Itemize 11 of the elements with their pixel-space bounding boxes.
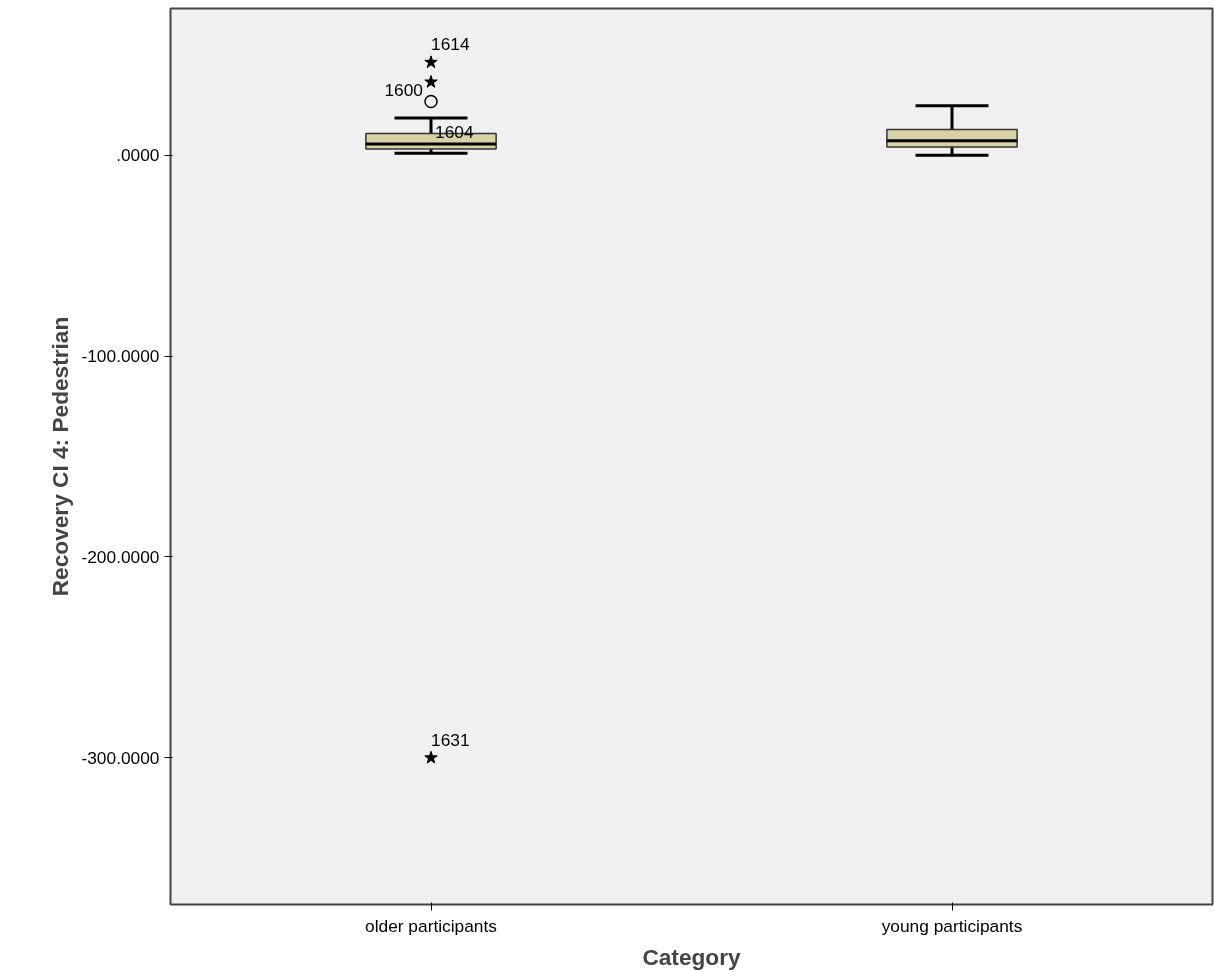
x-tick-label: older participants — [365, 915, 498, 936]
y-tick-label: -300.0000 — [81, 747, 160, 768]
x-tick-label: young participants — [881, 915, 1023, 936]
annotation: 1631 — [431, 729, 470, 750]
y-tick-label: -200.0000 — [81, 546, 160, 567]
annotation: 1614 — [431, 34, 470, 55]
y-tick-label: .0000 — [116, 145, 160, 166]
x-axis-title: Category — [642, 943, 741, 970]
y-axis-title: Recovery CI 4: Pedestrian — [47, 316, 74, 597]
y-tick-label: -100.0000 — [81, 346, 160, 367]
annotation: 1600 — [384, 80, 424, 101]
